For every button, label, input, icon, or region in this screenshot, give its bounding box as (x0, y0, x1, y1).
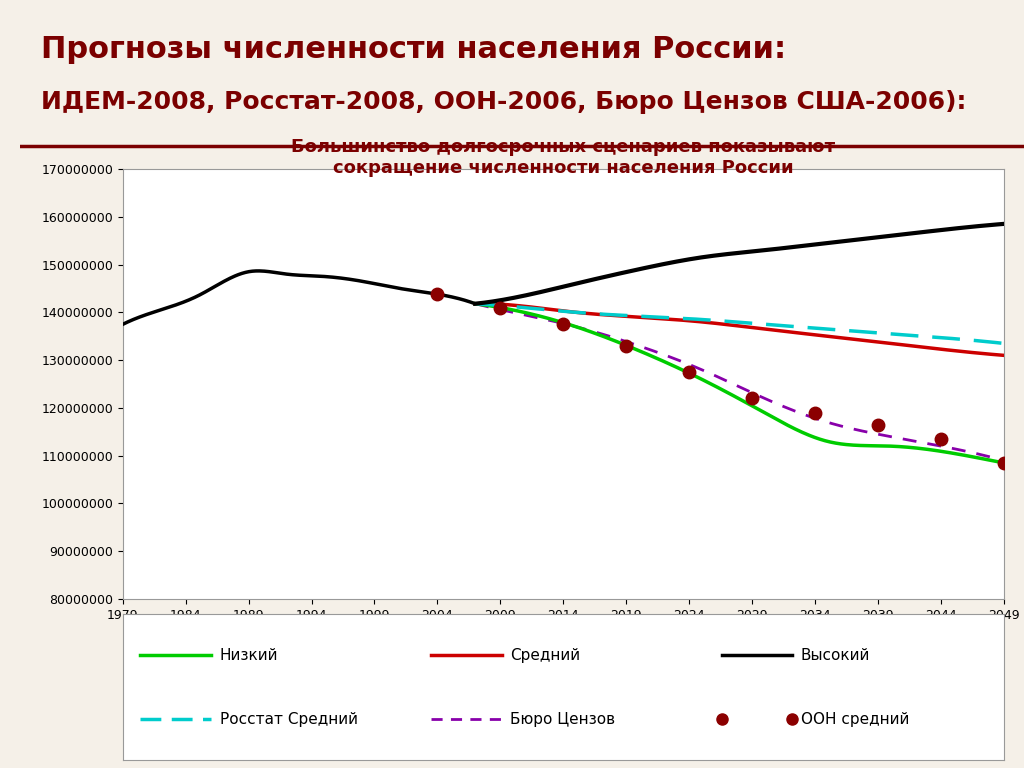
Text: Прогнозы численности населения России:: Прогнозы численности населения России: (41, 35, 785, 64)
Text: ИДЕМ-2008, Росстат-2008, ООН-2006, Бюро Цензов США-2006):: ИДЕМ-2008, Росстат-2008, ООН-2006, Бюро … (41, 90, 966, 114)
Text: Росстат Средний: Росстат Средний (220, 712, 357, 727)
Text: Высокий: Высокий (801, 647, 870, 663)
Text: Средний: Средний (510, 647, 581, 663)
Text: ООН средний: ООН средний (801, 712, 909, 727)
Text: Бюро Цензов: Бюро Цензов (510, 712, 615, 727)
Text: Низкий: Низкий (220, 647, 279, 663)
Text: Большинство долгосрочных сценариев показывают
сокращение численности населения Р: Большинство долгосрочных сценариев показ… (291, 138, 836, 177)
